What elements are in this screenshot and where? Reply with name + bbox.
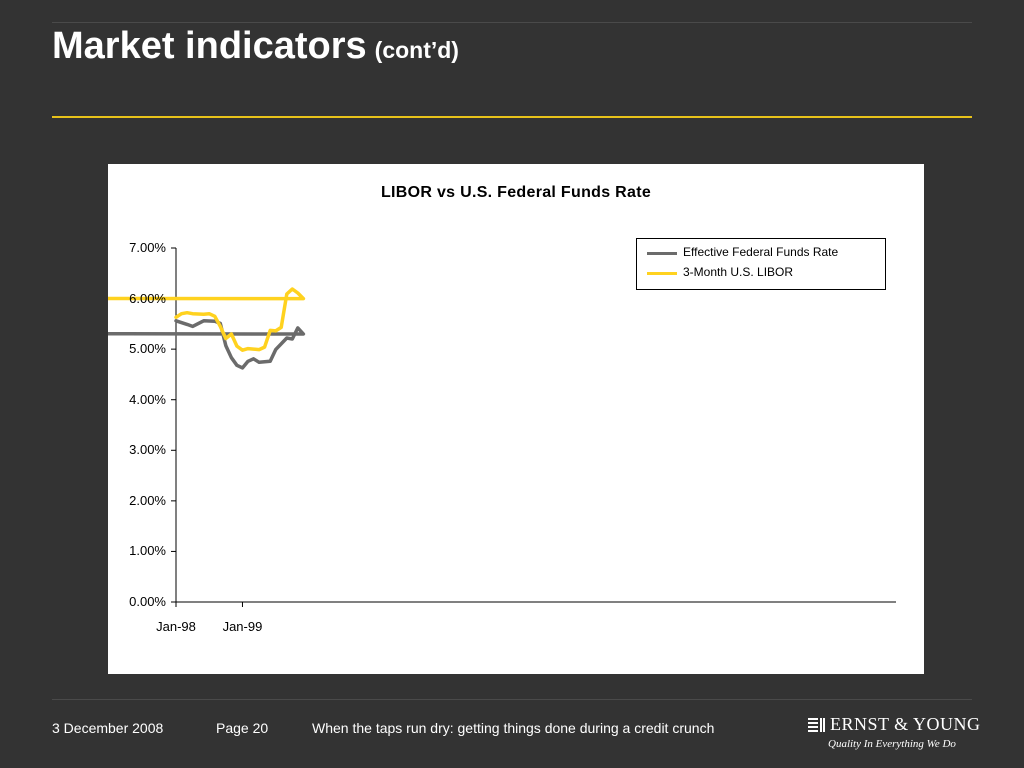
slide-title-main: Market indicators: [52, 25, 367, 67]
logo-tagline: Quality In Everything We Do: [828, 738, 956, 750]
y-tick-label: 7.00%: [129, 240, 166, 255]
logo-name: ERNST & YOUNG: [830, 714, 981, 734]
y-tick-label: 0.00%: [129, 594, 166, 609]
line-chart: [108, 247, 896, 607]
legend-swatch-libor: [647, 272, 677, 275]
top-divider: [52, 22, 972, 23]
y-tick-label: 1.00%: [129, 543, 166, 559]
y-tick-label: 5.00%: [129, 341, 166, 357]
y-tick-label: 6.00%: [129, 290, 166, 306]
footer-divider: [52, 699, 972, 700]
legend-label-libor: 3-Month U.S. LIBOR: [683, 265, 794, 279]
legend-swatch-fed-funds: [647, 252, 677, 255]
slide-title-suffix: (cont’d): [374, 37, 459, 63]
fed-funds-line: [108, 319, 306, 370]
y-tick-label: 4.00%: [129, 391, 166, 407]
chart-legend: Effective Federal Funds Rate 3-Month U.S…: [636, 238, 886, 290]
y-tick-label: 2.00%: [129, 492, 166, 508]
x-tick-label: Jan-98: [156, 619, 196, 634]
y-tick-label: 3.00%: [129, 442, 166, 458]
legend-label-fed-funds: Effective Federal Funds Rate: [683, 245, 839, 259]
x-tick-label: Jan-99: [222, 619, 263, 634]
footer-page-number: Page 20: [216, 720, 269, 736]
slide-title: Market indicators (cont’d): [52, 22, 459, 74]
footer-caption: When the taps run dry: getting things do…: [312, 720, 715, 736]
chart-title: LIBOR vs U.S. Federal Funds Rate: [380, 184, 652, 201]
title-underline: [52, 116, 972, 118]
footer-date: 3 December 2008: [52, 720, 164, 736]
ernst-young-logo: ERNST & YOUNG Quality In Everything We D…: [808, 712, 981, 756]
chart-panel: LIBOR vs U.S. Federal Funds Rate 0.00% 1.…: [108, 164, 924, 674]
libor-line: [108, 287, 306, 352]
logo-mark-icon: [808, 718, 825, 732]
